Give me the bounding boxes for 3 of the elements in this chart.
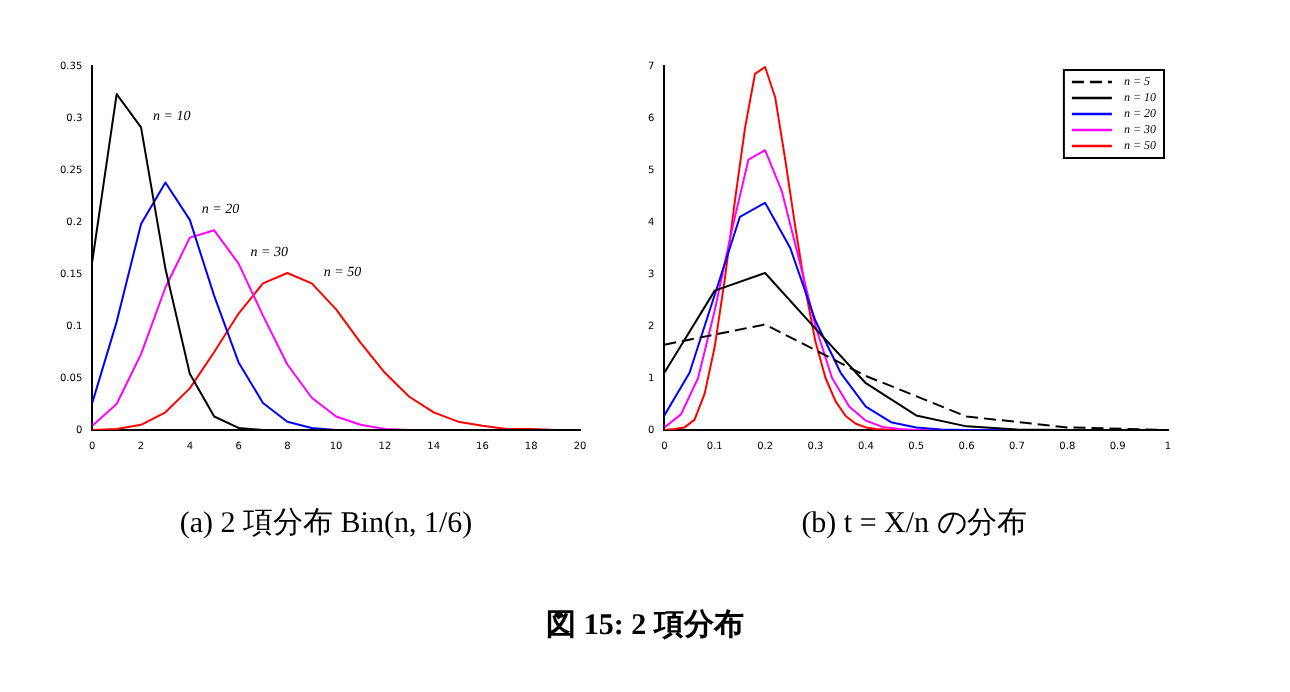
text: (a) 2 項分布 Bin(n, 1/6)	[177, 506, 475, 542]
text: (b) t = X/n の分布	[799, 506, 1029, 542]
text: 図 15: 2 項分布	[544, 607, 746, 644]
